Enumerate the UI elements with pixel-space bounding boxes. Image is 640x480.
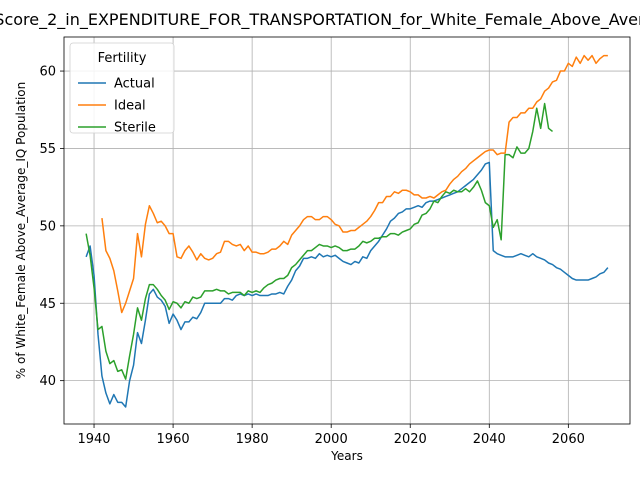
- x-tick-label: 1980: [236, 432, 269, 447]
- series-lines: [85, 54, 609, 408]
- y-tick-label: 50: [39, 219, 56, 234]
- y-tick-label: 55: [39, 142, 56, 157]
- axis-ticks: 1940 1960 1980 2000 2020 2040 2060 40 45 50 55 60: [39, 65, 584, 447]
- legend-title: Fertility: [98, 51, 147, 66]
- y-axis-label: % of White_Female Above_Average_IQ Popul…: [14, 82, 28, 379]
- x-tick-label: 1940: [77, 432, 110, 447]
- y-tick-label: 45: [39, 297, 56, 312]
- y-tick-label: 60: [39, 65, 56, 80]
- y-tick-label: 40: [39, 374, 56, 389]
- x-tick-label: 2020: [394, 432, 427, 447]
- x-tick-label: 2000: [315, 432, 348, 447]
- legend-label-ideal: Ideal: [114, 99, 146, 114]
- series-line-ideal: [101, 54, 608, 314]
- legend: Fertility Actual Ideal Sterile: [69, 42, 175, 136]
- x-tick-label: 2060: [552, 432, 585, 447]
- plot-frame: [63, 36, 631, 425]
- x-tick-label: 1960: [157, 432, 190, 447]
- legend-label-sterile: Sterile: [114, 121, 156, 136]
- x-axis-label: Years: [330, 449, 363, 463]
- series-line-actual: [85, 161, 609, 408]
- x-tick-label: 2040: [473, 432, 506, 447]
- series-line-sterile: [85, 102, 553, 380]
- legend-label-actual: Actual: [114, 77, 155, 92]
- grid: [64, 37, 630, 424]
- chart-title: Score_2_in_EXPENDITURE_FOR_TRANSPORTATIO…: [0, 10, 640, 30]
- legend-box: [69, 42, 175, 134]
